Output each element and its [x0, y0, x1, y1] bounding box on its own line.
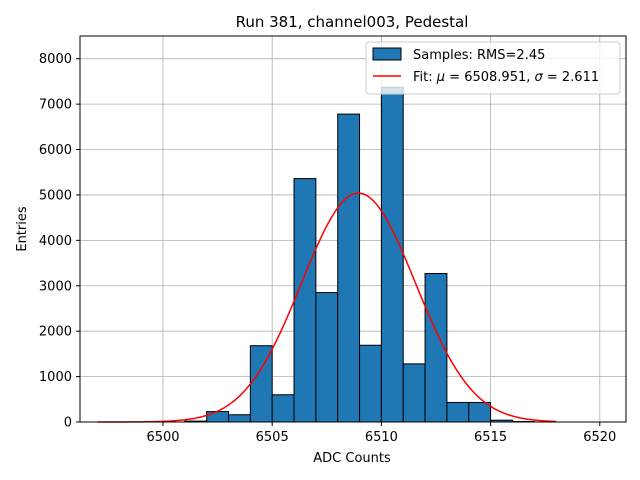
y-tick-label: 4000	[39, 234, 72, 249]
y-tick-label: 7000	[39, 98, 72, 113]
y-tick-label: 5000	[39, 188, 72, 203]
legend-label-samples: Samples: RMS=2.45	[413, 48, 545, 63]
histogram-bar	[271, 394, 295, 423]
axis-ticks: 6500 6505 6510 6515 6520 0 1000 2000 3000 4000 500…	[39, 52, 616, 445]
legend-label-fit: Fit: μ = 6508.951, σ = 2.611	[413, 70, 599, 85]
y-tick-label: 2000	[39, 325, 72, 340]
x-tick-label: 6515	[474, 430, 507, 445]
y-tick-label: 0	[64, 416, 72, 431]
histogram-bar	[293, 178, 317, 423]
y-tick-label: 1000	[39, 370, 72, 385]
histogram-bar	[249, 345, 273, 423]
histogram-bar	[315, 292, 339, 423]
x-axis-label: ADC Counts	[313, 451, 391, 466]
histogram-bar	[446, 401, 470, 423]
x-tick-label: 6505	[256, 430, 289, 445]
legend-bar-swatch	[372, 47, 402, 61]
fit-curve	[97, 192, 557, 423]
histogram-bar	[359, 344, 382, 423]
fit-curve-group	[97, 192, 557, 423]
histogram-bar	[337, 113, 361, 423]
x-tick-label: 6500	[146, 430, 179, 445]
chart-title: Run 381, channel003, Pedestal	[236, 13, 469, 31]
histogram-bar	[206, 411, 230, 423]
plot-frame	[79, 35, 627, 423]
histogram-bar	[380, 86, 404, 423]
y-tick-label: 3000	[39, 279, 72, 294]
y-tick-label: 6000	[39, 143, 72, 158]
y-axis-label: Entries	[15, 206, 30, 252]
histogram-bar	[468, 401, 492, 423]
histogram-bars	[184, 86, 535, 423]
x-tick-label: 6510	[365, 430, 398, 445]
legend-box	[365, 41, 621, 95]
legend: Samples: RMS=2.45 Fit: μ = 6508.951, σ =…	[365, 41, 621, 95]
x-tick-label: 6520	[583, 430, 616, 445]
y-tick-label: 8000	[39, 52, 72, 67]
histogram-bar	[402, 363, 426, 423]
histogram-bar	[228, 414, 251, 423]
